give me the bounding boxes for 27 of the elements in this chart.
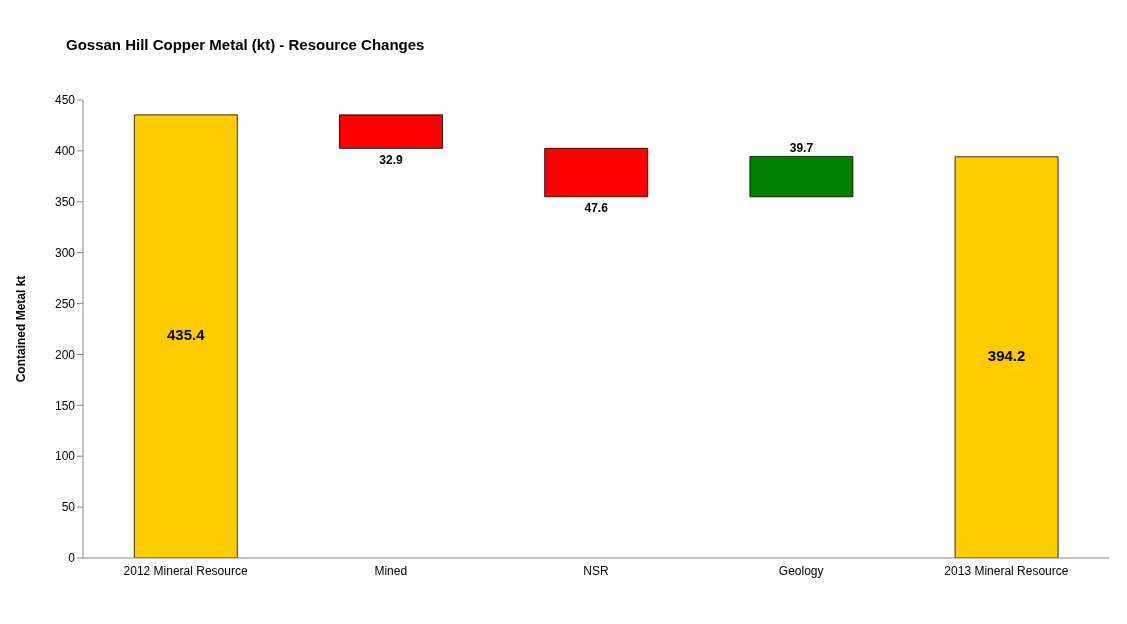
bar [339,114,443,149]
bar [133,114,238,558]
x-tick-label: Geology [778,563,824,578]
x-tick-label: 2012 Mineral Resource [123,563,248,578]
y-tick-label: 450 [54,93,76,108]
bar [954,156,1059,558]
bar [749,155,854,198]
bar [544,147,649,198]
data-label: 32.9 [379,152,403,167]
y-tick-label: 300 [54,245,76,260]
data-label: 394.2 [987,347,1026,365]
y-tick-label: 200 [54,347,76,362]
data-label: 39.7 [789,140,814,155]
data-label: 435.4 [167,326,206,344]
data-label: 47.6 [584,200,609,215]
y-tick-label: 400 [54,144,76,159]
y-tick-label: 350 [54,195,76,210]
y-axis-title: Contained Metal kt [14,275,29,383]
y-tick-label: 150 [54,398,76,413]
y-tick-label: 0 [68,551,76,566]
y-tick-label: 50 [61,500,76,515]
x-tick-label: Mined [374,563,408,578]
y-tick-label: 250 [54,296,76,311]
chart-title: Gossan Hill Copper Metal (kt) - Resource Changes [66,36,425,53]
x-tick-label: 2013 Mineral Resource [944,563,1069,578]
x-tick-label: NSR [583,563,609,578]
y-tick-label: 100 [54,449,76,464]
